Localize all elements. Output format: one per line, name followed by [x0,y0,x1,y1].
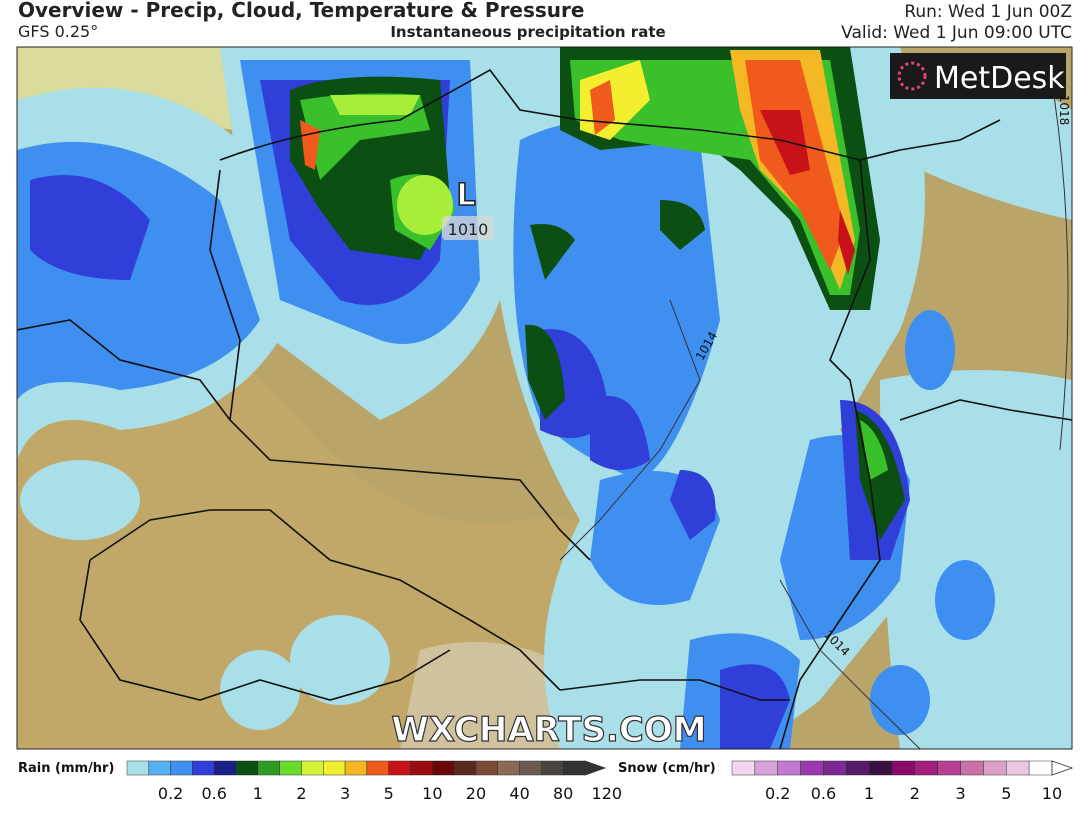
model: GFS 0.25° [18,22,98,41]
rain-legend-label: 40 [509,784,529,803]
snow-legend-swatch [1028,760,1053,776]
rain-legend-swatch [432,760,455,776]
snow-legend-label: 0.6 [811,784,836,803]
rain-legend-arrow [584,760,607,776]
rain-legend-swatch [235,760,259,776]
snow-legend-swatch [1006,760,1030,776]
snow-legend-label: 3 [955,784,965,803]
rain-legend-label: 10 [422,784,442,803]
rain-legend-swatch [170,760,193,776]
run: Run: Wed 1 Jun 00Z [904,2,1072,22]
rain-legend-swatch [213,760,237,776]
snow-legend-swatch [846,760,870,776]
watermark: WXCHARTS.COM [391,710,706,750]
snow-legend-swatch [983,760,1007,776]
rain-legend-swatch [192,760,215,776]
rain-legend-label: 0.2 [158,784,183,803]
rain-legend-swatch [453,760,477,776]
rain-legend-swatch [410,760,433,776]
snow-legend-swatch [754,760,778,776]
snow-legend-title: Snow (cm/hr) [618,761,716,776]
valid: Valid: Wed 1 Jun 09:00 UTC [841,23,1072,43]
low-pressure: 1010 [448,220,489,239]
subtitle: Instantaneous precipitation rate [390,23,665,41]
snow-legend-arrow [1051,760,1074,776]
snow-legend-swatch [800,760,824,776]
rain-legend-swatch [562,760,586,776]
rain-legend-swatch [257,760,280,776]
snow-legend-swatch [868,760,893,776]
snow-legend-swatch [937,760,961,776]
rain-legend-label: 80 [553,784,573,803]
low-box [442,216,494,240]
snow-legend-label: 2 [910,784,920,803]
snow-legend-swatch [914,760,938,776]
rain-legend-title: Rain (mm/hr) [18,761,114,776]
rain-legend-label: 20 [466,784,486,803]
rain-legend-swatch [148,760,171,776]
snow-legend-swatch [891,760,916,776]
rain-legend-swatch [344,760,368,776]
low-symbol: L [456,178,475,213]
snow-legend-swatch [823,760,847,776]
snow-legend-label: 10 [1042,784,1062,803]
legends: 0.2 0.6 1 2 3 5 10 20 40 80 120 0.2 0.6 1 2 3 5 10 [126,760,1074,803]
map [16,46,1073,750]
brand-box [890,53,1066,99]
rain-legend-label: 1 [253,784,263,803]
brand-icon [897,61,927,91]
rain-legend-swatch [388,760,411,776]
rain-legend-swatch [541,760,564,776]
snow-legend-label: 0.2 [765,784,790,803]
snow-legend-label: 5 [1001,784,1011,803]
rain-legend-swatch [475,760,499,776]
title: Overview - Precip, Cloud, Temperature & … [18,0,584,22]
rain-legend-label: 3 [340,784,350,803]
rain-legend-swatch [519,760,542,776]
rain-legend-swatch [497,760,520,776]
snow-legend-swatch [731,760,756,776]
rain-legend-swatch [301,760,324,776]
isobar-label: 1018 [1057,95,1071,126]
snow-legend-swatch [960,760,984,776]
brand: MetDesk [934,61,1065,96]
snow-legend-swatch [777,760,801,776]
rain-legend-swatch [323,760,346,776]
rain-legend-label: 0.6 [202,784,227,803]
rain-legend-swatch [126,760,150,776]
rain-legend-label: 5 [384,784,394,803]
rain-legend-swatch [279,760,302,776]
rain-legend-label: 120 [592,784,623,803]
rain-legend-label: 2 [296,784,306,803]
rain-legend-swatch [366,760,389,776]
snow-legend-label: 1 [864,784,874,803]
